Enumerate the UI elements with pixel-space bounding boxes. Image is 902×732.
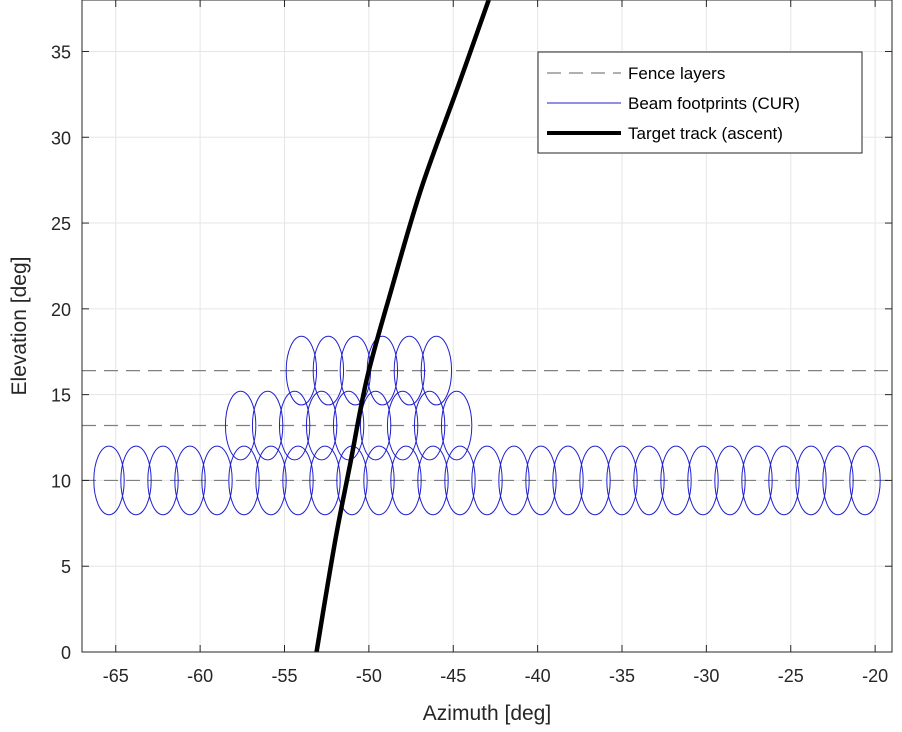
y-tick-label-4: 20 — [51, 300, 71, 320]
target-track-line — [314, 0, 491, 653]
x-tick-label-5: -40 — [525, 666, 551, 686]
beam-footprints — [93, 335, 881, 516]
beam-footprint-l0-11 — [390, 445, 422, 516]
beam-footprint-l0-7 — [282, 445, 314, 516]
legend-label-beam: Beam footprints (CUR) — [628, 94, 800, 113]
legend: Fence layers Beam footprints (CUR) Targe… — [537, 51, 863, 154]
beam-footprint-l0-2 — [147, 445, 179, 516]
beam-footprint-l0-6 — [255, 445, 287, 516]
beam-footprint-l0-15 — [498, 445, 530, 516]
x-tick-label-2: -55 — [271, 666, 297, 686]
x-tick-label-6: -35 — [609, 666, 635, 686]
y-tick-label-6: 30 — [51, 128, 71, 148]
beam-footprint-l0-5 — [228, 445, 260, 516]
x-tick-label-7: -30 — [693, 666, 719, 686]
beam-footprint-l0-13 — [444, 445, 476, 516]
y-tick-label-1: 5 — [61, 557, 71, 577]
beam-footprint-l1-3 — [305, 390, 338, 461]
beam-footprint-l2-4 — [393, 335, 426, 406]
beam-footprint-l0-20 — [633, 445, 665, 516]
beam-footprint-l0-26 — [795, 445, 827, 516]
beam-footprint-l0-21 — [660, 445, 692, 516]
y-tick-label-2: 10 — [51, 471, 71, 491]
beam-footprint-l1-5 — [359, 390, 392, 461]
beam-footprint-l2-0 — [285, 335, 318, 406]
plot-frame — [81, 0, 893, 653]
beam-footprint-l0-18 — [579, 445, 611, 516]
beam-footprint-l0-3 — [174, 445, 206, 516]
y-tick-label-0: 0 — [61, 643, 71, 663]
x-axis-label: Azimuth [deg] — [423, 702, 551, 725]
beam-footprint-l0-25 — [768, 445, 800, 516]
x-tick-label-3: -50 — [356, 666, 382, 686]
beam-footprint-l1-2 — [278, 390, 311, 461]
legend-label-track: Target track (ascent) — [628, 124, 783, 143]
axis-ticks: -65 -60 -55 -50 -45 -40 -35 -30 -25 -20 0 5 10 15 20 25… — [51, 0, 892, 686]
beam-footprint-l0-28 — [849, 445, 881, 516]
target-track — [314, 0, 491, 653]
beam-footprint-l2-5 — [420, 335, 453, 406]
beam-footprint-l0-8 — [309, 445, 341, 516]
beam-footprint-l1-4 — [332, 390, 365, 461]
beam-footprint-l1-8 — [440, 390, 473, 461]
beam-footprint-l0-22 — [687, 445, 719, 516]
y-tick-label-5: 25 — [51, 214, 71, 234]
beam-footprint-l0-0 — [93, 445, 125, 516]
beam-footprint-l0-23 — [714, 445, 746, 516]
x-tick-label-4: -45 — [440, 666, 466, 686]
beam-footprint-l0-17 — [552, 445, 584, 516]
beam-footprint-l0-14 — [471, 445, 503, 516]
beam-footprint-l0-19 — [606, 445, 638, 516]
beam-footprint-l2-1 — [312, 335, 345, 406]
beam-footprint-l1-1 — [251, 390, 284, 461]
x-tick-label-8: -25 — [778, 666, 804, 686]
beam-footprint-l0-1 — [120, 445, 152, 516]
beam-footprint-l0-24 — [741, 445, 773, 516]
beam-footprint-l1-7 — [413, 390, 446, 461]
x-tick-label-9: -20 — [862, 666, 888, 686]
x-tick-label-0: -65 — [103, 666, 129, 686]
y-axis-label: Elevation [deg] — [8, 257, 31, 396]
legend-label-fence: Fence layers — [628, 64, 725, 83]
x-tick-label-1: -60 — [187, 666, 213, 686]
y-tick-label-3: 15 — [51, 386, 71, 406]
fence-layers — [82, 370, 892, 482]
beam-footprint-l0-4 — [201, 445, 233, 516]
y-tick-label-7: 35 — [51, 42, 71, 62]
beam-footprint-l0-12 — [417, 445, 449, 516]
beam-footprint-l0-27 — [822, 445, 854, 516]
beam-footprint-l1-0 — [224, 390, 257, 461]
beam-footprint-l0-10 — [363, 445, 395, 516]
beam-footprint-l0-16 — [525, 445, 557, 516]
beam-footprint-l1-6 — [386, 390, 419, 461]
